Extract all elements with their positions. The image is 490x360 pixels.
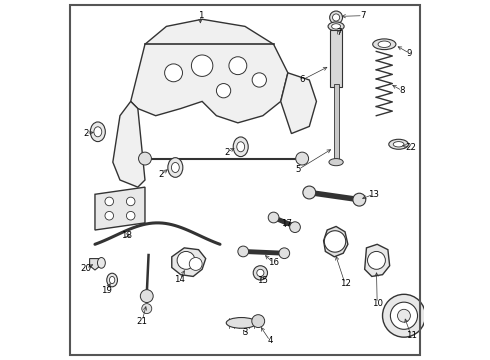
Text: 11: 11 xyxy=(406,331,416,340)
Circle shape xyxy=(192,55,213,76)
Circle shape xyxy=(238,246,248,257)
Ellipse shape xyxy=(226,318,257,328)
Text: 18: 18 xyxy=(121,231,132,240)
Text: 9: 9 xyxy=(407,49,412,58)
Text: 20: 20 xyxy=(80,264,92,273)
Ellipse shape xyxy=(94,127,102,137)
Text: 1: 1 xyxy=(197,11,203,20)
Circle shape xyxy=(140,290,153,302)
Circle shape xyxy=(397,309,411,322)
Ellipse shape xyxy=(237,142,245,152)
Text: 2: 2 xyxy=(158,170,164,179)
Circle shape xyxy=(303,186,316,199)
Text: 8: 8 xyxy=(399,86,405,95)
Circle shape xyxy=(217,84,231,98)
Polygon shape xyxy=(90,258,100,270)
Circle shape xyxy=(177,251,195,269)
Polygon shape xyxy=(172,248,206,276)
Text: 14: 14 xyxy=(174,275,186,284)
Ellipse shape xyxy=(90,122,105,141)
Text: 21: 21 xyxy=(137,316,147,325)
Circle shape xyxy=(368,251,386,269)
Text: 4: 4 xyxy=(267,336,273,345)
Circle shape xyxy=(252,315,265,328)
Circle shape xyxy=(253,266,268,280)
Circle shape xyxy=(139,152,151,165)
Polygon shape xyxy=(131,19,288,123)
Text: 17: 17 xyxy=(281,219,292,228)
Text: 16: 16 xyxy=(268,258,279,267)
Circle shape xyxy=(353,193,366,206)
Text: 2: 2 xyxy=(83,129,89,138)
Circle shape xyxy=(189,257,202,270)
Text: 15: 15 xyxy=(257,276,269,285)
Polygon shape xyxy=(281,73,317,134)
Circle shape xyxy=(391,302,417,329)
Ellipse shape xyxy=(233,137,248,157)
Circle shape xyxy=(324,231,346,252)
Ellipse shape xyxy=(329,158,343,166)
Text: 13: 13 xyxy=(368,190,379,199)
Ellipse shape xyxy=(98,257,105,268)
Circle shape xyxy=(333,14,340,21)
Polygon shape xyxy=(113,102,145,187)
Text: 2: 2 xyxy=(224,148,230,157)
Ellipse shape xyxy=(373,39,396,50)
Text: 7: 7 xyxy=(336,28,342,37)
Polygon shape xyxy=(323,226,348,257)
Ellipse shape xyxy=(168,158,183,177)
Circle shape xyxy=(105,197,114,206)
Ellipse shape xyxy=(332,24,341,29)
Text: 12: 12 xyxy=(340,279,350,288)
Bar xyxy=(334,84,339,162)
Circle shape xyxy=(126,197,135,206)
Ellipse shape xyxy=(109,276,115,284)
Ellipse shape xyxy=(393,141,404,147)
Circle shape xyxy=(126,211,135,220)
Text: 6: 6 xyxy=(299,76,305,85)
Ellipse shape xyxy=(328,22,344,31)
Circle shape xyxy=(279,248,290,258)
Ellipse shape xyxy=(389,139,409,149)
Text: 10: 10 xyxy=(372,299,383,308)
Polygon shape xyxy=(365,244,390,276)
Bar xyxy=(330,30,342,87)
Ellipse shape xyxy=(172,162,179,172)
Text: 7: 7 xyxy=(360,11,366,20)
Circle shape xyxy=(105,211,114,220)
Text: 3: 3 xyxy=(242,328,248,337)
Circle shape xyxy=(229,57,247,75)
Text: 5: 5 xyxy=(296,165,301,174)
Circle shape xyxy=(257,269,264,276)
Circle shape xyxy=(330,11,343,24)
Circle shape xyxy=(290,222,300,233)
Circle shape xyxy=(142,303,152,314)
Circle shape xyxy=(252,73,267,87)
Circle shape xyxy=(165,64,182,82)
Ellipse shape xyxy=(107,273,118,287)
Text: 19: 19 xyxy=(101,285,112,294)
Text: 22: 22 xyxy=(406,143,416,152)
Circle shape xyxy=(268,212,279,223)
Circle shape xyxy=(383,294,425,337)
Circle shape xyxy=(296,152,309,165)
Ellipse shape xyxy=(378,41,391,48)
Polygon shape xyxy=(95,187,145,230)
